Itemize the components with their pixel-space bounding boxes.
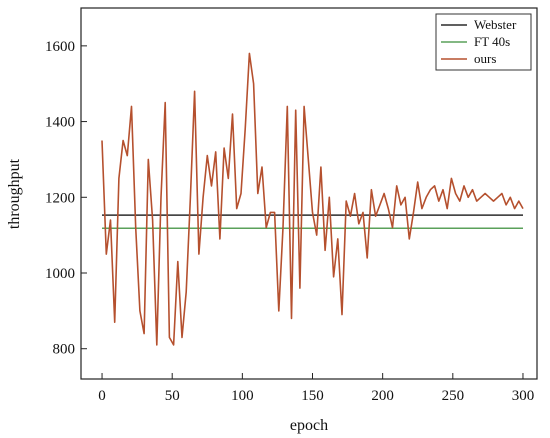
y-axis-label: throughput [6,158,23,229]
x-tick-label: 0 [98,388,106,404]
legend-label: ours [474,51,496,66]
x-tick-label: 150 [301,388,324,404]
series-layer [101,52,524,346]
x-tick-label: 200 [371,388,394,404]
x-tick-label: 100 [231,388,254,404]
y-tick-label: 1600 [45,39,75,55]
tick-layer: 0 50 100 150 200 250 300 800 1000 1200 1400 1600 [45,39,534,404]
series-line-ours [101,52,524,346]
y-tick-label: 1200 [45,190,75,206]
y-tick-label: 1400 [45,115,75,131]
legend: Webster FT 40s ours [435,13,532,71]
x-tick-label: 250 [442,388,465,404]
x-axis-label: epoch [290,417,328,434]
x-tick-label: 50 [165,388,180,404]
y-tick-label: 800 [53,342,76,358]
x-tick-label: 300 [512,388,535,404]
y-tick-label: 1000 [45,266,75,282]
legend-label: Webster [474,17,517,32]
plot-frame [80,7,538,380]
legend-label: FT 40s [474,34,510,49]
